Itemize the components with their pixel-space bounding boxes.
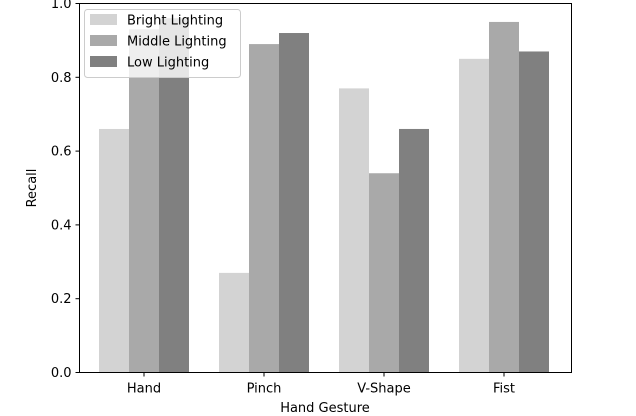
bar-low-lighting-v-shape — [399, 128, 429, 373]
y-tick-label: 0.8 — [51, 71, 72, 86]
legend-box — [84, 9, 241, 78]
x-tick-label: Pinch — [247, 382, 282, 397]
legend-label: Low Lighting — [127, 56, 209, 71]
bar-low-lighting-fist — [519, 51, 549, 373]
legend: Bright Lighting Middle Lighting Low Lighti… — [84, 9, 241, 78]
bars-group — [99, 18, 549, 373]
y-tick-label: 0.0 — [51, 366, 72, 381]
y-tick-label: 1.0 — [51, 0, 72, 12]
bar-bright-lighting-hand — [99, 128, 129, 373]
bar-middle-lighting-pinch — [249, 44, 279, 373]
bar-middle-lighting-v-shape — [369, 173, 399, 373]
y-axis: 0.0 0.2 0.4 0.6 0.8 1.0 — [51, 0, 80, 381]
bar-middle-lighting-hand — [129, 29, 159, 373]
legend-swatch — [90, 14, 117, 25]
legend-label: Bright Lighting — [127, 14, 223, 29]
x-tick-label: Fist — [493, 382, 515, 397]
bar-bright-lighting-pinch — [219, 272, 249, 373]
legend-label: Middle Lighting — [127, 35, 227, 50]
y-axis-label: Recall — [25, 169, 40, 208]
x-axis-label: Hand Gesture — [280, 401, 370, 416]
x-tick-label: V-Shape — [357, 382, 411, 397]
bar-bright-lighting-fist — [459, 58, 489, 373]
bar-bright-lighting-v-shape — [339, 88, 369, 373]
x-axis: Hand Pinch V-Shape Fist — [127, 372, 515, 397]
x-tick-label: Hand — [127, 382, 161, 397]
bar-low-lighting-pinch — [279, 33, 309, 373]
y-tick-label: 0.2 — [51, 292, 72, 307]
legend-swatch — [90, 56, 117, 67]
y-tick-label: 0.4 — [51, 218, 72, 233]
bar-middle-lighting-fist — [489, 21, 519, 373]
y-tick-label: 0.6 — [51, 145, 72, 160]
plot-frame — [79, 3, 572, 373]
legend-swatch — [90, 35, 117, 46]
